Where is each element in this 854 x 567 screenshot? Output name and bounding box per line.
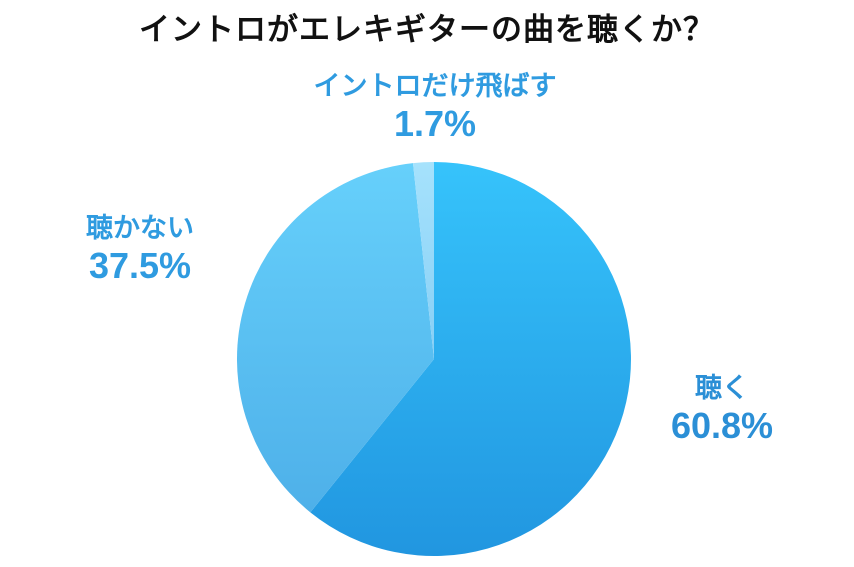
chart-title: イントロがエレキギターの曲を聴くか？ (139, 12, 715, 48)
pie-slice-listen (310, 162, 631, 557)
slice-percent: 1.7% (393, 103, 477, 144)
slice-label-not-listen: 聴かない 37.5% (40, 206, 240, 287)
slice-name: 聴く (695, 373, 749, 404)
slice-name: 聴かない (86, 213, 194, 244)
pie-slice-not-listen (236, 163, 434, 513)
slice-percent: 37.5% (88, 245, 192, 286)
pie-slice-skip-intro (413, 162, 434, 359)
slice-label-listen: 聴く 60.8% (622, 366, 822, 447)
slice-name: イントロだけ飛ばす (313, 71, 557, 102)
slice-label-skip-intro: イントロだけ飛ばす 1.7% (250, 64, 620, 145)
slice-percent: 60.8% (670, 405, 774, 446)
